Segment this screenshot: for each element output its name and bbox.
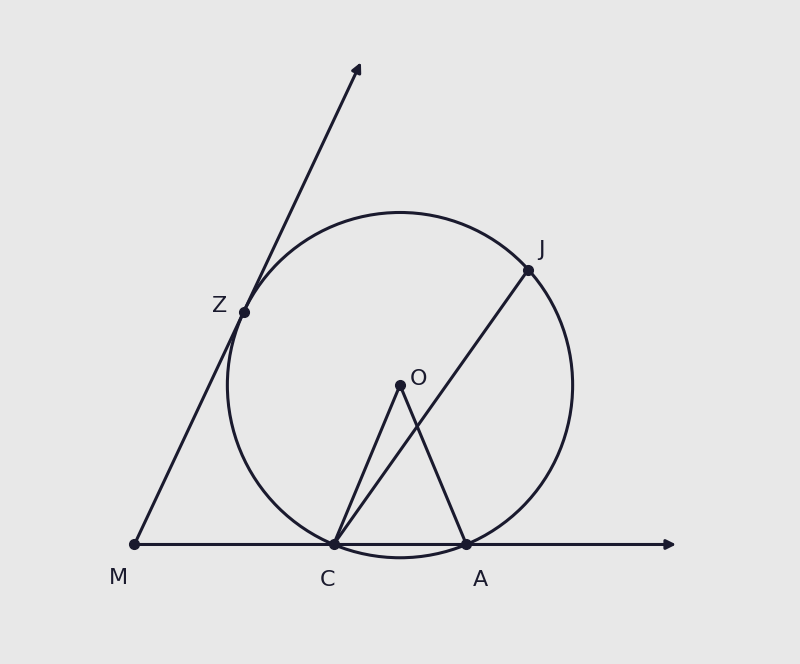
Text: Z: Z	[212, 296, 227, 316]
Text: C: C	[320, 570, 335, 590]
Text: A: A	[472, 570, 488, 590]
Text: J: J	[538, 240, 545, 260]
Text: M: M	[110, 568, 129, 588]
Text: O: O	[410, 369, 427, 389]
